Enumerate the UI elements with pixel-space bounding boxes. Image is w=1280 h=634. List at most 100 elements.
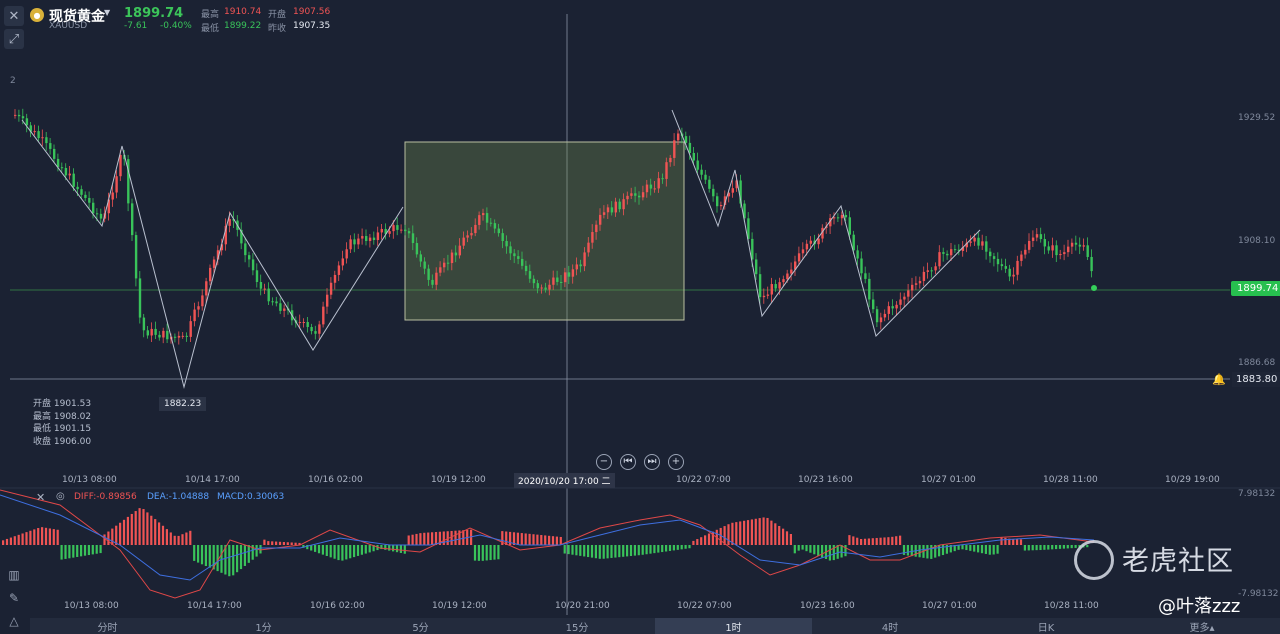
candle-body	[1035, 234, 1039, 238]
price-change-pct: -0.40%	[160, 21, 192, 31]
sub-time-axis-label: 10/20 21:00	[555, 601, 610, 611]
candle-body	[255, 270, 259, 283]
candle-body	[969, 241, 972, 243]
skip-forward-button[interactable]: ⏭	[644, 454, 660, 470]
tab-time-share[interactable]: 分时	[97, 622, 118, 634]
candle-body	[427, 268, 430, 280]
candle-body	[509, 246, 512, 254]
candle-body	[462, 237, 465, 246]
zoom-out-button[interactable]: −	[596, 454, 612, 470]
candle-body	[532, 278, 536, 284]
candle-body	[560, 281, 563, 283]
candle-body	[922, 271, 926, 281]
macd-bar	[505, 531, 508, 545]
candle-body	[552, 277, 555, 285]
time-axis-label: 10/23 16:00	[798, 475, 853, 485]
macd-bar	[899, 535, 902, 545]
macd-bar	[103, 534, 106, 545]
candle-body	[614, 201, 617, 213]
macd-bar	[672, 545, 675, 551]
macd-bar	[750, 519, 753, 545]
macd-bar	[587, 545, 590, 558]
candle-body	[482, 213, 485, 216]
macd-bar	[782, 528, 785, 545]
candle-body	[860, 258, 863, 274]
macd-bar	[719, 527, 722, 545]
macd-bar	[177, 535, 180, 545]
candle-body	[1000, 264, 1004, 267]
candle-body	[415, 243, 419, 255]
candles	[14, 108, 1093, 345]
time-axis-label: 10/19 12:00	[431, 475, 486, 485]
candle-body	[782, 279, 785, 283]
macd-bar	[356, 545, 360, 556]
ohlc-close: 收盘 1906.00	[33, 436, 92, 447]
price-change: -7.61	[124, 21, 148, 31]
tab-4hour[interactable]: 4时	[881, 622, 899, 634]
pen-icon[interactable]: ✎	[8, 591, 20, 605]
skip-back-button[interactable]: ⏮	[620, 454, 636, 470]
candle-body	[1039, 234, 1043, 240]
macd-dea-value: DEA:-1.04888	[147, 492, 210, 502]
close-macd-icon[interactable]: ✕	[36, 491, 46, 504]
candle-body	[443, 262, 446, 268]
tab-1hour[interactable]: 1时	[655, 618, 812, 634]
macd-bar	[446, 531, 449, 545]
candle-body	[134, 235, 138, 279]
macd-bar	[891, 536, 894, 545]
macd-bar	[271, 541, 274, 545]
macd-bar	[150, 515, 153, 545]
macd-bar	[25, 532, 28, 545]
macd-histogram	[2, 508, 1089, 577]
candle-body	[228, 219, 231, 226]
settings-icon[interactable]: ◎	[56, 491, 65, 502]
candle-body	[790, 269, 793, 274]
macd-bar	[1043, 545, 1046, 550]
macd-bar	[567, 545, 570, 555]
macd-bar	[528, 533, 531, 545]
tab-daily[interactable]: 日K	[1037, 622, 1055, 634]
macd-bar	[290, 542, 293, 545]
candle-body	[388, 231, 391, 234]
macd-bar	[126, 516, 129, 545]
macd-bar	[977, 545, 980, 553]
candle-body	[166, 330, 169, 340]
tab-more[interactable]: 更多▴	[1189, 622, 1215, 634]
candle-body	[322, 306, 325, 325]
tab-15min[interactable]: 15分	[565, 622, 589, 634]
draw-tool-icon[interactable]: ⤢	[4, 29, 24, 49]
macd-bar	[548, 535, 551, 545]
high-value: 1910.74	[224, 7, 262, 17]
macd-bar	[228, 545, 231, 577]
macd-bar	[992, 545, 995, 555]
candle-body	[665, 162, 668, 179]
macd-bar	[723, 526, 726, 545]
tab-1min[interactable]: 1分	[255, 622, 272, 634]
close-icon[interactable]: ✕	[4, 6, 24, 26]
bell-icon[interactable]: 🔔	[1212, 373, 1226, 386]
candle-body	[111, 192, 114, 200]
macd-bar	[871, 538, 874, 545]
triangle-tool-icon[interactable]: △	[9, 614, 19, 628]
macd-bar	[996, 545, 999, 554]
candle-body	[404, 229, 407, 232]
chevron-down-icon[interactable]: ▼	[104, 8, 111, 17]
candle-body	[470, 233, 473, 236]
instrument-name[interactable]: 现货黄金	[49, 9, 105, 25]
candle-body	[400, 229, 403, 231]
candle-body	[852, 234, 855, 251]
macd-bar	[692, 540, 695, 545]
candle-body	[817, 238, 820, 245]
macd-bar	[610, 545, 613, 558]
candle-body	[977, 237, 980, 246]
indicator-icon[interactable]: ▥	[8, 568, 20, 582]
tab-5min[interactable]: 5分	[412, 622, 429, 634]
candle-body	[848, 217, 851, 235]
open-value: 1907.56	[293, 7, 331, 17]
macd-bar	[778, 525, 781, 545]
macd-bar	[489, 545, 492, 561]
zoom-in-button[interactable]: +	[668, 454, 684, 470]
candle-body	[599, 214, 602, 225]
candle-body	[528, 271, 532, 279]
